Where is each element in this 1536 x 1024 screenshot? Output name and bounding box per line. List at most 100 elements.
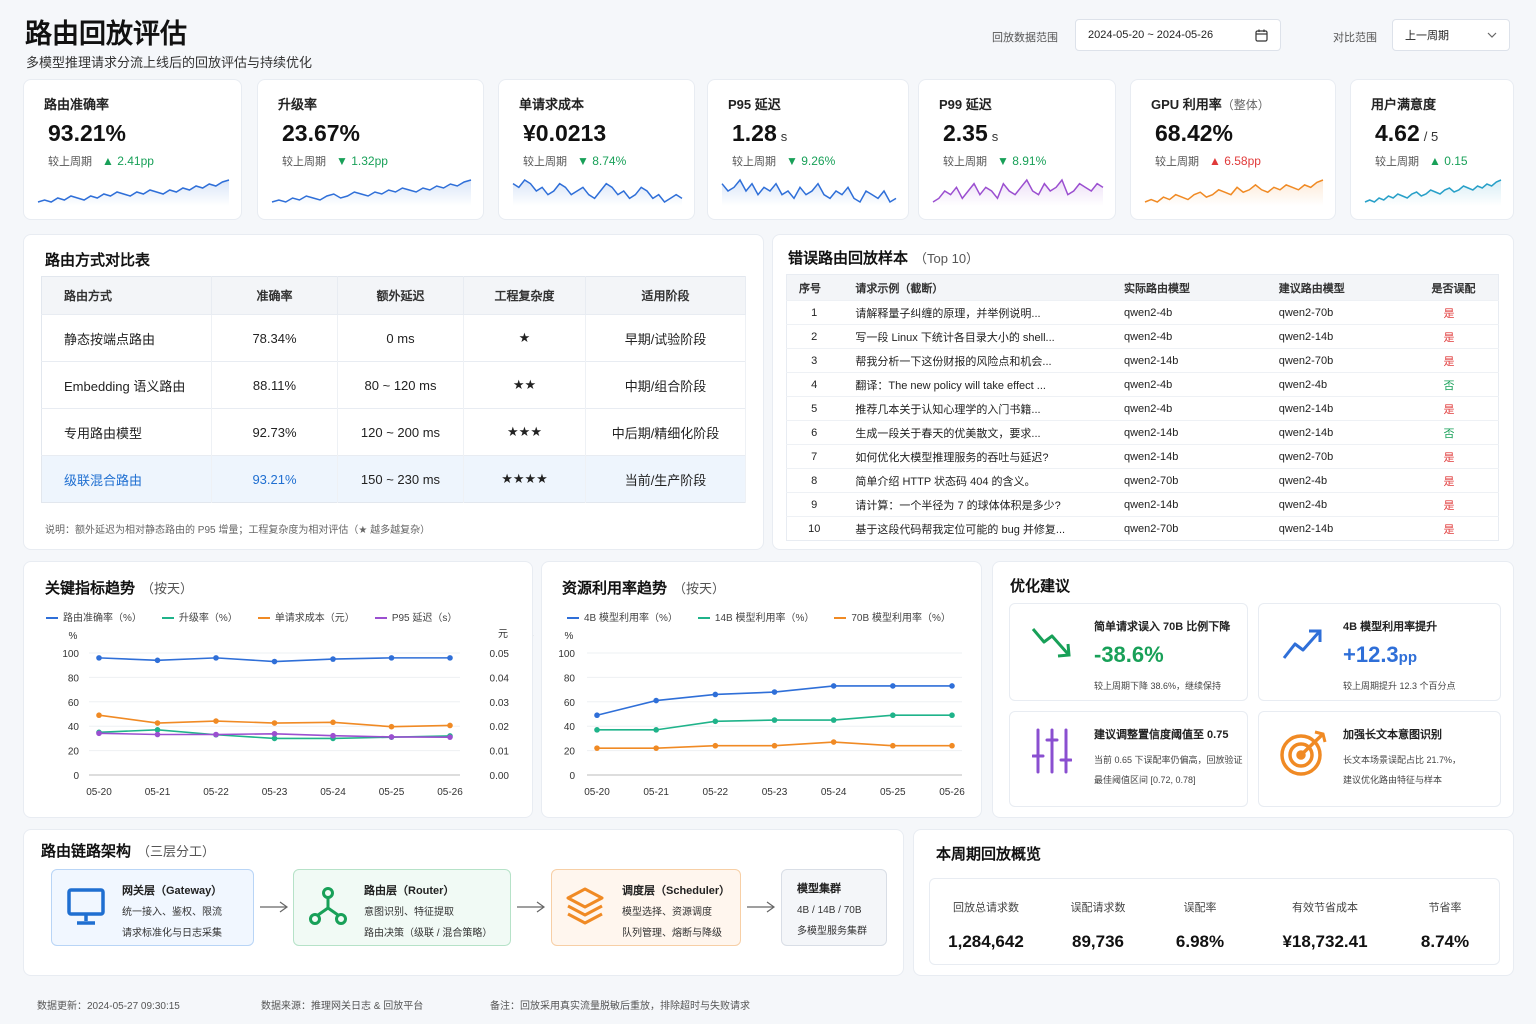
data-point bbox=[890, 683, 896, 689]
overview-stat: 回放总请求数 1,284,642 bbox=[916, 899, 1056, 952]
table-cell: qwen2-4b bbox=[1105, 396, 1261, 421]
resource-trend-chart: % 100 80 60 40 20 0 05-20 05-21 05-22 05-23 05-24 05… bbox=[558, 631, 965, 798]
overview-title: 本周期回放概览 bbox=[936, 846, 1042, 863]
table-cell: 78.34% bbox=[211, 314, 338, 362]
table-row[interactable]: 6 生成一段关于春天的优美散文，要求... qwen2-14b qwen2-14b 否 bbox=[786, 420, 1499, 445]
scheduler-layer[interactable]: 调度层（Scheduler） 模型选择、资源调度 队列管理、熔断与降级 bbox=[551, 869, 741, 946]
kpi-card[interactable]: GPU 利用率（整体） 68.42% 较上周期 ▲ 6.58pp bbox=[1130, 79, 1336, 220]
table-cell: qwen2-4b bbox=[1105, 324, 1261, 349]
layer-desc: 意图识别、特征提取 路由决策（级联 / 混合策略） bbox=[364, 907, 493, 939]
data-point bbox=[594, 712, 600, 719]
table-cell: 2 bbox=[786, 324, 842, 349]
table-row[interactable]: 4 翻译：The new policy will take effect ... q… bbox=[786, 372, 1499, 397]
kpi-card[interactable]: 升级率 23.67% 较上周期 ▼ 1.32pp bbox=[257, 79, 484, 220]
table-cell: 是 bbox=[1415, 324, 1499, 349]
suggestion-item[interactable]: 加强长文本意图识别 长文本场景误配占比 21.7%， 建议优化路由特征与样本 bbox=[1258, 711, 1501, 807]
legend-item[interactable]: 14B 模型利用率（%） bbox=[697, 609, 814, 624]
layers-icon bbox=[566, 887, 604, 925]
legend-item[interactable]: P95 延迟（s） bbox=[374, 609, 457, 624]
kpi-card[interactable]: 路由准确率 93.21% 较上周期 ▲ 2.41pp bbox=[23, 79, 242, 220]
y-tick-label: 0 bbox=[73, 771, 79, 782]
table-row[interactable]: 1 请解释量子纠缠的原理，并举例说明... qwen2-4b qwen2-70b 是 bbox=[786, 300, 1499, 325]
table-row[interactable]: 3 帮我分析一下这份财报的风险点和机会... qwen2-14b qwen2-70b 是 bbox=[786, 348, 1499, 373]
x-tick-label: 05-24 bbox=[320, 787, 346, 798]
data-point bbox=[388, 734, 395, 740]
kpi-sparkline bbox=[932, 178, 1104, 206]
legend-item[interactable]: 单请求成本（元） bbox=[257, 609, 355, 624]
footer-source: 数据来源：推理网关日志 & 回放平台 bbox=[261, 1001, 424, 1012]
kpi-card[interactable]: P99 延迟 2.35 s 较上周期 ▼ 8.91% bbox=[918, 79, 1116, 220]
table-row[interactable]: 10 基于这段代码帮我定位可能的 bug 并修复... qwen2-70b qwen2… bbox=[786, 516, 1499, 541]
data-point bbox=[388, 655, 395, 661]
date-range-picker[interactable]: 2024-05-20 ~ 2024-05-26 bbox=[1075, 19, 1281, 51]
sparkline-area bbox=[1365, 180, 1501, 206]
data-point bbox=[771, 742, 778, 749]
table-cell: 92.73% bbox=[211, 408, 338, 456]
data-point bbox=[388, 723, 395, 730]
model-cluster[interactable]: 模型集群 4B / 14B / 70B 多模型服务集群 bbox=[781, 869, 887, 946]
table-row[interactable]: 7 如何优化大模型推理服务的吞吐与延迟? qwen2-14b qwen2-70b 是 bbox=[786, 444, 1499, 469]
table-cell: 简单介绍 HTTP 状态码 404 的含义。 bbox=[841, 468, 1106, 493]
suggestion-title: 4B 模型利用率提升 bbox=[1343, 621, 1438, 633]
table-row[interactable]: 5 推荐几本关于认知心理学的入门书籍... qwen2-4b qwen2-14b 是 bbox=[786, 396, 1499, 421]
data-point bbox=[330, 719, 336, 726]
column-header: 序号 bbox=[786, 274, 842, 301]
overview-card: 本周期回放概览 回放总请求数 1,284,642 误配请求数 89,736 误配率 6.9… bbox=[913, 829, 1514, 976]
suggestion-item[interactable]: 建议调整置信度阈值至 0.75 当前 0.65 下误配率仍偏高，回放验证 最佳阈… bbox=[1009, 711, 1248, 807]
table-row[interactable]: 8 简单介绍 HTTP 状态码 404 的含义。 qwen2-70b qwen2-4b… bbox=[786, 468, 1499, 493]
kpi-delta: ▼ 9.26% bbox=[786, 154, 836, 168]
kpi-card[interactable]: 单请求成本 ¥0.0213 较上周期 ▼ 8.74% bbox=[498, 79, 695, 220]
axis-unit: s bbox=[534, 629, 535, 640]
table-cell: ★★★ bbox=[463, 408, 586, 456]
error-samples-card: 错误路由回放样本 （Top 10） 序号 请求示例（截断） 实际路由模型 建议路由模型是… bbox=[772, 234, 1514, 550]
axis-unit: % bbox=[565, 631, 574, 642]
kpi-compare: 较上周期 ▲ 0.15 bbox=[1375, 154, 1468, 168]
kpi-value: 4.62/ 5 bbox=[1375, 120, 1439, 146]
layer-desc: 4B / 14B / 70B 多模型服务集群 bbox=[797, 905, 867, 937]
legend-item[interactable]: 路由准确率（%） bbox=[46, 609, 142, 624]
kpi-card[interactable]: P95 延迟 1.28 s 较上周期 ▼ 9.26% bbox=[707, 79, 909, 220]
suggestion-item[interactable]: 简单请求误入 70B 比例下降 -38.6% 较上周期下降 38.6%，继续保持 bbox=[1009, 603, 1248, 701]
legend-item[interactable]: 70B 模型利用率（%） bbox=[834, 609, 951, 624]
metrics-trend-chart: %100806040200元0.050.040.030.020.010.00s4… bbox=[62, 629, 535, 798]
column-header: 是否误配 bbox=[1415, 274, 1499, 301]
table-cell: 早期/试验阶段 bbox=[585, 314, 746, 362]
kpi-card[interactable]: 用户满意度 4.62/ 5 较上周期 ▲ 0.15 bbox=[1350, 79, 1514, 220]
stat-label: 误配率 bbox=[1183, 902, 1217, 914]
table-cell: 翻译：The new policy will take effect ... bbox=[841, 372, 1106, 397]
suggestion-item[interactable]: 4B 模型利用率提升 +12.3pp 较上周期提升 12.3 个百分点 bbox=[1258, 603, 1501, 701]
table-cell: 级联混合路由 bbox=[41, 455, 212, 503]
legend-item[interactable]: 4B 模型利用率（%） bbox=[567, 609, 678, 624]
sparkline-line bbox=[37, 179, 230, 203]
data-point bbox=[890, 742, 896, 749]
router-layer[interactable]: 路由层（Router） 意图识别、特征提取 路由决策（级联 / 混合策略） bbox=[293, 869, 511, 946]
layer-title: 网关层（Gateway） bbox=[122, 885, 223, 897]
table-row[interactable]: 2 写一段 Linux 下统计各目录大小的 shell... qwen2-4b qwe… bbox=[786, 324, 1499, 349]
error-samples-title: 错误路由回放样本 （Top 10） bbox=[788, 250, 980, 267]
table-row: 静态按端点路由 78.34% 0 ms ★ 早期/试验阶段 bbox=[41, 314, 746, 362]
gateway-layer[interactable]: 网关层（Gateway） 统一接入、鉴权、限流 请求标准化与日志采集 bbox=[51, 869, 254, 946]
target-icon bbox=[1280, 730, 1327, 776]
resource-trend-card: 资源利用率趋势 （按天） 4B 模型利用率（%） 14B 模型利用率（%） 70B 模… bbox=[541, 561, 982, 818]
data-point bbox=[830, 739, 837, 745]
suggestion-title: 加强长文本意图识别 bbox=[1343, 729, 1442, 741]
data-point bbox=[447, 722, 453, 729]
legend-item[interactable]: 升级率（%） bbox=[161, 609, 238, 624]
x-tick-label: 05-20 bbox=[86, 787, 112, 798]
table-row[interactable]: 9 请计算：一个半径为 7 的球体体积是多少? qwen2-14b qwen2-4b 是 bbox=[786, 492, 1499, 517]
compare-select[interactable]: 上一周期 bbox=[1392, 19, 1510, 51]
suggestion-desc: 当前 0.65 下误配率仍偏高，回放验证 最佳阈值区间 [0.72, 0.78] bbox=[1094, 755, 1243, 785]
architecture-card: 路由链路架构 （三层分工） 网关层（Gateway） 统一接入、鉴权、限流 请求标… bbox=[23, 829, 904, 976]
table-cell: qwen2-14b bbox=[1260, 420, 1416, 445]
column-header: 工程复杂度 bbox=[463, 276, 586, 315]
route-compare-note: 说明：额外延迟为相对静态路由的 P95 增量；工程复杂度为相对评估（★ 越多越复… bbox=[45, 525, 431, 536]
data-point bbox=[949, 683, 955, 689]
x-tick-label: 05-26 bbox=[939, 787, 965, 798]
kpi-name: P95 延迟 bbox=[728, 97, 781, 112]
date-range-value: 2024-05-20 ~ 2024-05-26 bbox=[1088, 29, 1214, 41]
table-cell: 请解释量子纠缠的原理，并举例说明... bbox=[841, 300, 1106, 325]
table-cell: qwen2-4b bbox=[1260, 468, 1416, 493]
table-cell: 否 bbox=[1415, 420, 1499, 445]
data-point bbox=[771, 717, 778, 723]
error-samples-table: 序号 请求示例（截断） 实际路由模型 建议路由模型 是否误配 1 请解释量子纠缠的原理，并… bbox=[786, 274, 1499, 541]
